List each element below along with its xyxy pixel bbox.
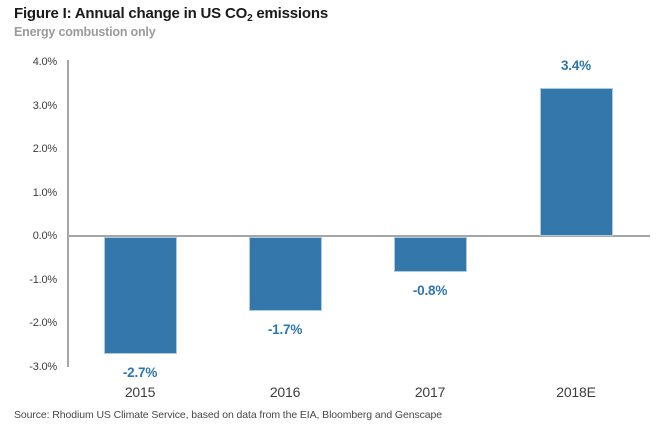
- y-axis-tick-label: 4.0%: [32, 56, 57, 68]
- bar-2016: [248, 237, 322, 311]
- zero-baseline: [67, 235, 650, 237]
- chart-title-text: Figure I: Annual change in US CO: [14, 5, 248, 22]
- y-axis-tick-label: -1.0%: [29, 273, 57, 286]
- x-axis-label-2016: 2016: [269, 384, 301, 400]
- chart-subtitle: Energy combustion only: [14, 25, 156, 39]
- source-note: Source: Rhodium US Climate Service, base…: [14, 409, 442, 421]
- y-axis-tick-label: 2.0%: [32, 143, 57, 155]
- value-label-2017: -0.8%: [412, 282, 448, 298]
- bar-2015: [103, 237, 177, 355]
- x-axis-label-2015: 2015: [124, 384, 156, 400]
- value-label-2018E: 3.4%: [561, 58, 591, 74]
- value-label-2016: -1.7%: [267, 321, 303, 337]
- chart-title: Figure I: Annual change in US CO2 emissi…: [14, 5, 328, 24]
- y-axis-tick-label: 0.0%: [32, 230, 57, 242]
- value-label-2015: -2.7%: [122, 365, 158, 381]
- bar-2018E: [539, 88, 613, 236]
- x-axis-label-2017: 2017: [414, 384, 446, 400]
- chart-title-suffix: emissions: [252, 5, 328, 22]
- y-axis-tick-label: -2.0%: [29, 317, 57, 329]
- y-axis-tick-label: -3.0%: [29, 360, 57, 373]
- y-axis-tick-label: 3.0%: [32, 99, 57, 112]
- bar-2017: [393, 237, 467, 272]
- x-axis-label-2018E: 2018E: [556, 384, 596, 400]
- chart-title-subscript: 2: [247, 13, 253, 24]
- y-axis-tick-label: 1.0%: [32, 186, 57, 199]
- y-axis-line: [67, 60, 69, 367]
